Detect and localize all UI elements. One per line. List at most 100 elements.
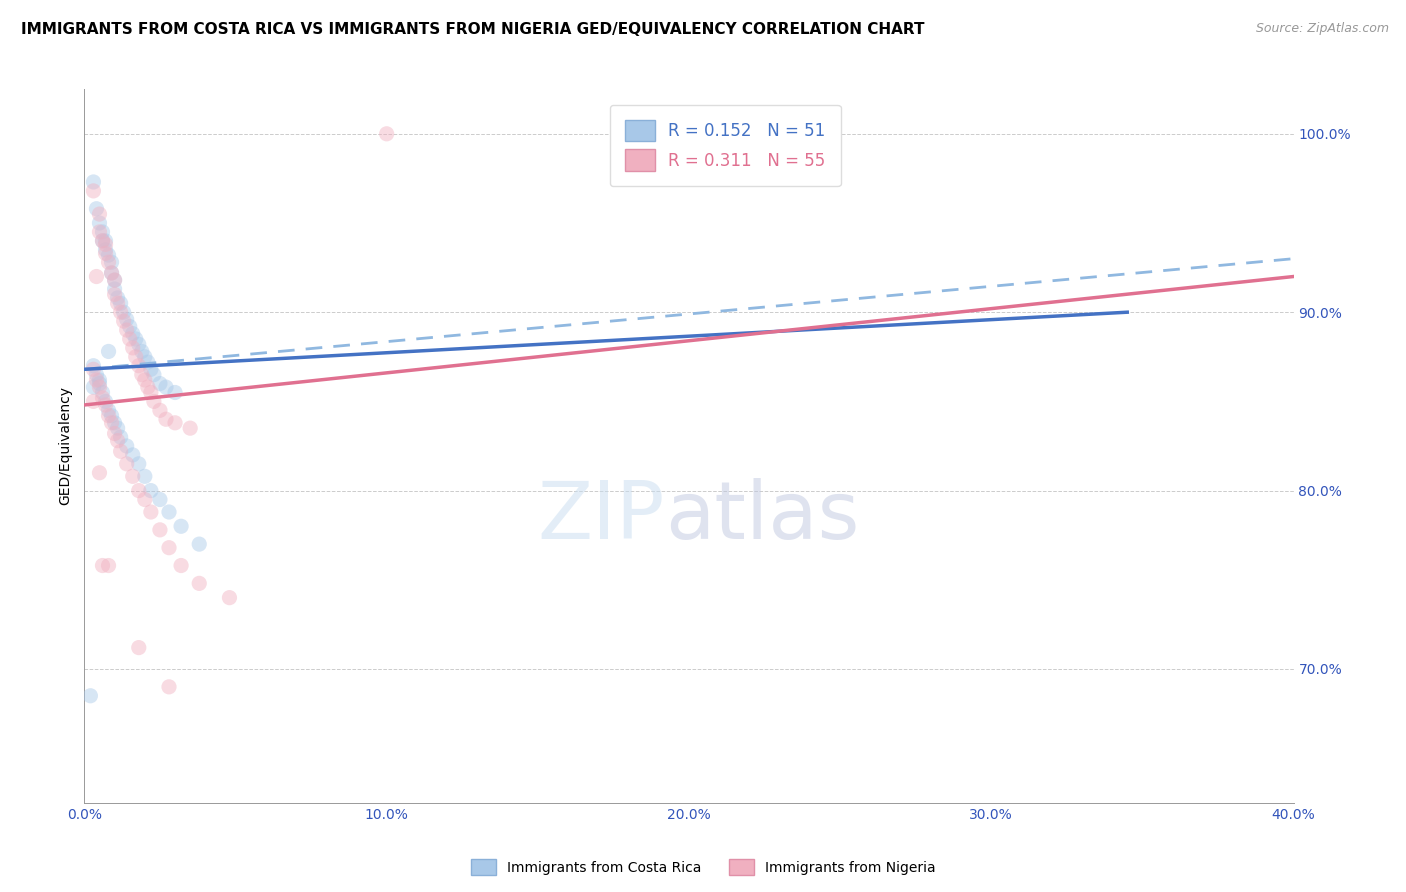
Text: Source: ZipAtlas.com: Source: ZipAtlas.com: [1256, 22, 1389, 36]
Point: [86, 269, 108, 284]
Point: [89, 207, 111, 221]
Point: [115, 312, 138, 326]
Point: [139, 483, 162, 498]
Point: [94, 394, 117, 409]
Point: [110, 305, 132, 319]
Point: [94, 237, 117, 252]
Point: [91, 391, 114, 405]
Point: [121, 326, 143, 341]
Point: [94, 246, 117, 260]
Point: [157, 505, 180, 519]
Point: [91, 558, 114, 573]
Point: [97, 409, 120, 423]
Point: [100, 255, 122, 269]
Point: [149, 523, 172, 537]
Point: [170, 519, 193, 533]
Point: [128, 359, 150, 373]
Point: [121, 448, 143, 462]
Point: [104, 273, 127, 287]
Point: [115, 457, 138, 471]
Point: [89, 376, 111, 391]
Point: [115, 323, 138, 337]
Y-axis label: GED/Equivalency: GED/Equivalency: [59, 386, 73, 506]
Point: [100, 266, 122, 280]
Point: [107, 296, 129, 310]
Point: [91, 234, 114, 248]
Point: [128, 337, 150, 351]
Point: [82, 394, 104, 409]
Point: [94, 398, 117, 412]
Point: [131, 344, 153, 359]
Point: [134, 492, 156, 507]
Point: [375, 127, 398, 141]
Point: [82, 184, 104, 198]
Point: [112, 305, 135, 319]
Point: [125, 350, 148, 364]
Point: [89, 373, 111, 387]
Point: [100, 409, 122, 423]
Point: [128, 457, 150, 471]
Point: [118, 319, 141, 334]
Point: [165, 416, 187, 430]
Point: [91, 225, 114, 239]
Point: [112, 314, 135, 328]
Point: [89, 216, 111, 230]
Point: [104, 287, 127, 301]
Point: [115, 439, 138, 453]
Point: [125, 332, 148, 346]
Point: [188, 537, 211, 551]
Point: [110, 296, 132, 310]
Point: [170, 558, 193, 573]
Point: [139, 505, 162, 519]
Point: [157, 680, 180, 694]
Point: [86, 368, 108, 382]
Point: [165, 385, 187, 400]
Point: [107, 291, 129, 305]
Point: [91, 234, 114, 248]
Point: [218, 591, 240, 605]
Text: atlas: atlas: [665, 478, 859, 557]
Point: [134, 469, 156, 483]
Point: [139, 385, 162, 400]
Point: [104, 282, 127, 296]
Point: [82, 362, 104, 376]
Point: [149, 376, 172, 391]
Point: [121, 469, 143, 483]
Point: [100, 266, 122, 280]
Point: [97, 558, 120, 573]
Point: [136, 355, 159, 369]
Point: [155, 412, 177, 426]
Point: [86, 202, 108, 216]
Point: [79, 689, 101, 703]
Point: [89, 380, 111, 394]
Point: [94, 243, 117, 257]
Point: [110, 430, 132, 444]
Point: [157, 541, 180, 555]
Point: [188, 576, 211, 591]
Point: [97, 403, 120, 417]
Point: [100, 416, 122, 430]
Point: [131, 368, 153, 382]
Point: [121, 341, 143, 355]
Point: [128, 640, 150, 655]
Point: [142, 394, 165, 409]
Point: [94, 234, 117, 248]
Point: [97, 344, 120, 359]
Point: [104, 426, 127, 441]
Point: [149, 403, 172, 417]
Point: [118, 332, 141, 346]
Point: [97, 248, 120, 262]
Point: [97, 255, 120, 269]
Point: [82, 359, 104, 373]
Point: [110, 444, 132, 458]
Legend: Immigrants from Costa Rica, Immigrants from Nigeria: Immigrants from Costa Rica, Immigrants f…: [465, 854, 941, 880]
Point: [142, 368, 165, 382]
Point: [104, 273, 127, 287]
Point: [82, 175, 104, 189]
Point: [82, 380, 104, 394]
Point: [128, 483, 150, 498]
Point: [107, 434, 129, 448]
Point: [136, 380, 159, 394]
Text: ZIP: ZIP: [537, 478, 665, 557]
Point: [149, 492, 172, 507]
